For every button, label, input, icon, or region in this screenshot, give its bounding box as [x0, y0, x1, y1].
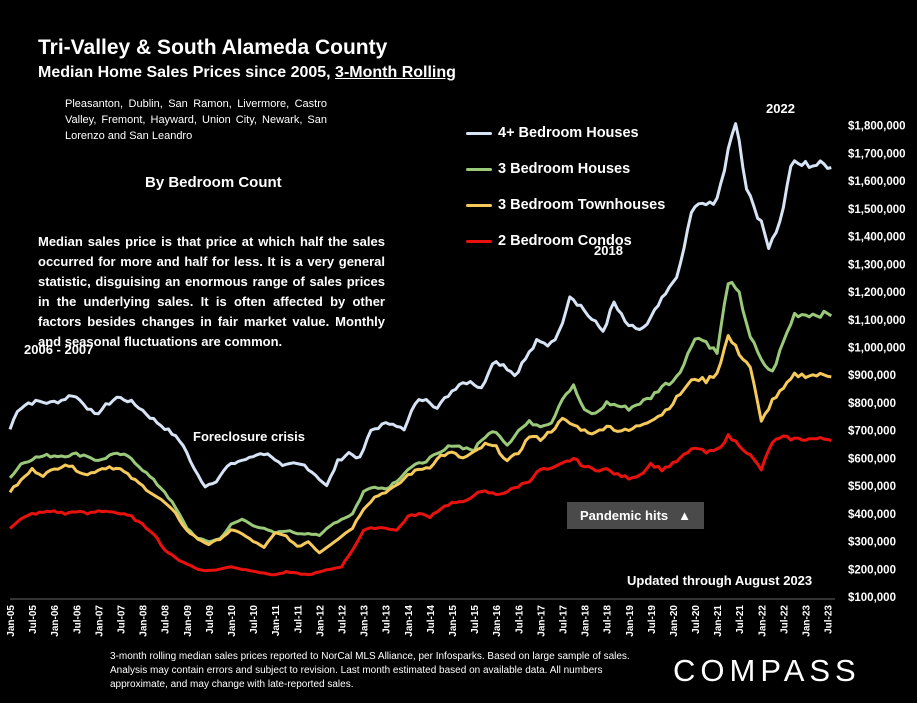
- legend-label: 4+ Bedroom Houses: [498, 125, 639, 141]
- legend-item-houses3: 3 Bedroom Houses: [466, 151, 665, 187]
- annotation-foreclosure: Foreclosure crisis: [193, 429, 305, 444]
- x-tick-label: Jul-21: [735, 605, 746, 634]
- chart-subtitle: Median Home Sales Prices since 2005, 3-M…: [38, 64, 456, 82]
- y-tick-label: $1,100,000: [848, 315, 906, 327]
- x-tick-label: Jul-19: [647, 605, 658, 634]
- x-tick-label: Jul-23: [824, 605, 835, 634]
- chart-title: Tri-Valley & South Alameda County: [38, 36, 388, 59]
- legend-item-townhouses3: 3 Bedroom Townhouses: [466, 187, 665, 223]
- cities-note: Pleasanton, Dublin, San Ramon, Livermore…: [65, 98, 327, 142]
- y-tick-label: $1,400,000: [848, 232, 906, 244]
- legend-label: 2 Bedroom Condos: [498, 233, 632, 249]
- x-tick-label: Jul-13: [382, 605, 393, 634]
- x-tick-label: Jul-14: [426, 605, 437, 634]
- legend-swatch: [466, 131, 492, 135]
- legend-label: 3 Bedroom Townhouses: [498, 197, 666, 213]
- annotation-updated: Updated through August 2023: [627, 573, 813, 588]
- x-tick-label: Jan-06: [50, 605, 61, 637]
- x-tick-label: Jan-21: [713, 605, 724, 637]
- series-line-1: [8, 280, 833, 544]
- annotation-2006: 2006 - 2007: [24, 342, 94, 357]
- x-tick-label: Jan-14: [404, 605, 415, 637]
- pandemic-badge: Pandemic hits ▲: [567, 502, 704, 529]
- x-tick-label: Jul-06: [72, 605, 83, 634]
- x-tick-label: Jan-07: [94, 605, 105, 637]
- pandemic-label: Pandemic hits: [579, 508, 669, 523]
- x-tick-label: Jul-22: [779, 605, 790, 634]
- x-tick-label: Jan-19: [625, 605, 636, 637]
- legend-swatch: [466, 203, 492, 207]
- subtitle-text: Median Home Sales Prices since 2005,: [38, 64, 336, 81]
- legend: 4+ Bedroom Houses 3 Bedroom Houses 3 Bed…: [466, 115, 665, 259]
- x-tick-label: Jan-15: [448, 605, 459, 637]
- y-tick-label: $1,500,000: [848, 204, 906, 216]
- x-tick-label: Jul-09: [205, 605, 216, 634]
- y-tick-label: $700,000: [848, 426, 896, 438]
- x-tick-label: Jan-05: [6, 605, 17, 637]
- annotation-2022: 2022: [766, 101, 795, 116]
- x-tick-label: Jan-13: [360, 605, 371, 637]
- x-tick-label: Jul-07: [116, 605, 127, 634]
- x-tick-label: Jan-23: [802, 605, 813, 637]
- y-tick-label: $1,800,000: [848, 121, 906, 133]
- subtitle-underlined: 3-Month Rolling: [335, 64, 456, 81]
- y-tick-label: $300,000: [848, 537, 896, 549]
- legend-label: 3 Bedroom Houses: [498, 161, 631, 177]
- y-tick-label: $100,000: [848, 592, 896, 604]
- legend-swatch: [466, 239, 492, 243]
- y-tick-label: $1,700,000: [848, 148, 906, 160]
- x-tick-label: Jul-18: [603, 605, 614, 634]
- legend-item-houses4: 4+ Bedroom Houses: [466, 115, 665, 151]
- x-tick-label: Jul-20: [691, 605, 702, 634]
- x-tick-label: Jul-12: [337, 605, 348, 634]
- series-line-3: [9, 433, 832, 577]
- y-tick-label: $200,000: [848, 564, 896, 576]
- x-tick-label: Jul-15: [470, 605, 481, 634]
- y-tick-label: $800,000: [848, 398, 896, 410]
- x-tick-label: Jan-10: [227, 605, 238, 637]
- x-tick-label: Jan-11: [271, 605, 282, 637]
- x-tick-label: Jul-16: [514, 605, 525, 634]
- x-tick-label: Jan-08: [139, 605, 150, 637]
- x-tick-label: Jul-17: [558, 605, 569, 634]
- x-tick-label: Jan-22: [757, 605, 768, 637]
- section-heading: By Bedroom Count: [145, 174, 282, 191]
- x-tick-label: Jan-20: [669, 605, 680, 637]
- x-tick-label: Jan-12: [315, 605, 326, 637]
- x-tick-label: Jul-11: [293, 605, 304, 634]
- x-tick-label: Jan-09: [183, 605, 194, 637]
- annotation-2018: 2018: [594, 243, 623, 258]
- series-line-2: [8, 334, 832, 555]
- x-tick-label: Jul-10: [249, 605, 260, 634]
- y-tick-label: $500,000: [848, 481, 896, 493]
- x-tick-label: Jan-17: [536, 605, 547, 637]
- legend-swatch: [466, 167, 492, 171]
- description-text: Median sales price is that price at whic…: [38, 234, 385, 349]
- y-tick-label: $400,000: [848, 509, 896, 521]
- legend-item-condos2: 2 Bedroom Condos: [466, 223, 665, 259]
- x-tick-label: Jul-08: [161, 605, 172, 634]
- series-line-0: [8, 122, 832, 489]
- y-tick-label: $1,200,000: [848, 287, 906, 299]
- y-tick-label: $1,000,000: [848, 343, 906, 355]
- y-tick-label: $600,000: [848, 453, 896, 465]
- x-tick-label: Jan-18: [581, 605, 592, 637]
- y-tick-label: $900,000: [848, 370, 896, 382]
- y-tick-label: $1,600,000: [848, 176, 906, 188]
- up-triangle-icon: ▲: [678, 508, 691, 523]
- y-tick-label: $1,300,000: [848, 259, 906, 271]
- x-tick-label: Jan-16: [492, 605, 503, 637]
- compass-logo: COMPASS: [673, 653, 861, 688]
- footer-note: 3-month rolling median sales prices repo…: [110, 651, 630, 690]
- x-tick-label: Jul-05: [28, 605, 39, 634]
